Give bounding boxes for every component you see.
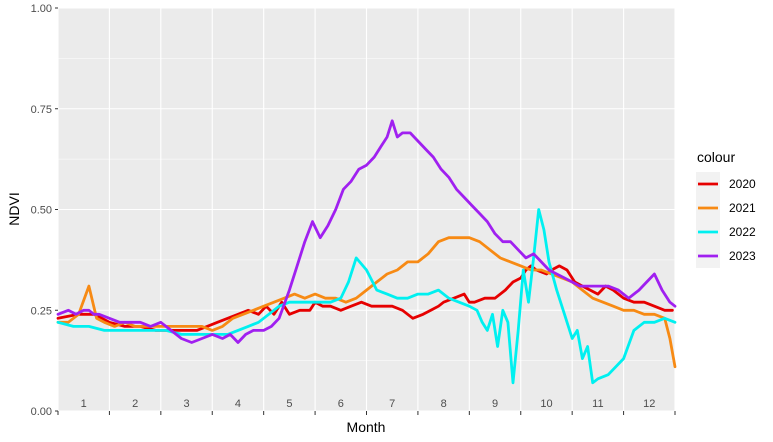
x-tick-label: 12 [643,398,655,410]
legend-label-2023: 2023 [729,249,756,263]
x-tick-label: 11 [592,398,603,410]
x-tick-label: 7 [389,398,395,410]
x-tick-label: 3 [183,398,189,410]
x-tick-labels: 1 2 3 4 5 6 7 8 9 10 11 12 [57,398,676,415]
legend-label-2020: 2020 [729,177,756,191]
x-tick-label: 9 [492,398,498,410]
x-tick-label: 6 [338,398,344,410]
x-tick-label: 1 [81,398,87,410]
legend-label-2022: 2022 [729,225,756,239]
x-tick-label: 5 [286,398,292,410]
x-tick-label: 2 [132,398,138,410]
x-tick-label: 10 [540,398,552,410]
series-layer [56,119,677,385]
series-line-2021 [56,236,677,369]
y-tick-label: 1.00 [31,3,52,15]
legend-title: colour [697,149,735,165]
x-tick-label: 4 [235,398,241,410]
legend-label-2021: 2021 [729,201,756,215]
y-axis-title: NDVI [6,192,22,225]
y-tick-label: 0.75 [31,104,52,116]
y-tick-label: 0.00 [31,406,52,418]
grid-major [57,7,676,412]
y-tick-label: 0.50 [31,205,52,217]
series-line-2022 [56,208,677,385]
y-tick-label: 0.25 [31,305,52,317]
series-line-2023 [56,119,677,344]
x-axis-title: Month [347,419,386,435]
y-tick-labels: 0.00 0.25 0.50 0.75 1.00 [31,3,58,418]
x-tick-label: 8 [441,398,447,410]
legend: colour 2020 2021 2022 2023 [696,149,756,268]
